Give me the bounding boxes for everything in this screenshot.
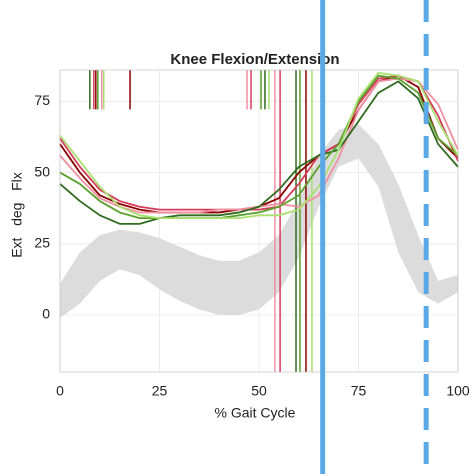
series-line	[59, 74, 459, 211]
plot-frame	[59, 69, 459, 373]
y-tick-label: 0	[42, 306, 50, 322]
y-axis-label: Ext deg Flx	[9, 172, 25, 258]
x-tick-label: 75	[351, 383, 367, 399]
y-tick-label: 50	[34, 163, 50, 179]
x-tick-label: 0	[56, 383, 64, 399]
y-tick-label: 25	[34, 234, 50, 250]
y-tick-label: 75	[34, 92, 50, 108]
x-tick-label: 100	[446, 383, 470, 399]
series-line	[59, 74, 459, 220]
x-tick-label: 50	[251, 383, 267, 399]
series-line	[59, 80, 459, 225]
x-tick-label: 25	[152, 383, 168, 399]
x-axis-label: % Gait Cycle	[215, 405, 296, 421]
normal-band	[60, 124, 458, 318]
chart-title: Knee Flexion/Extension	[170, 51, 339, 68]
series-line	[59, 71, 459, 220]
